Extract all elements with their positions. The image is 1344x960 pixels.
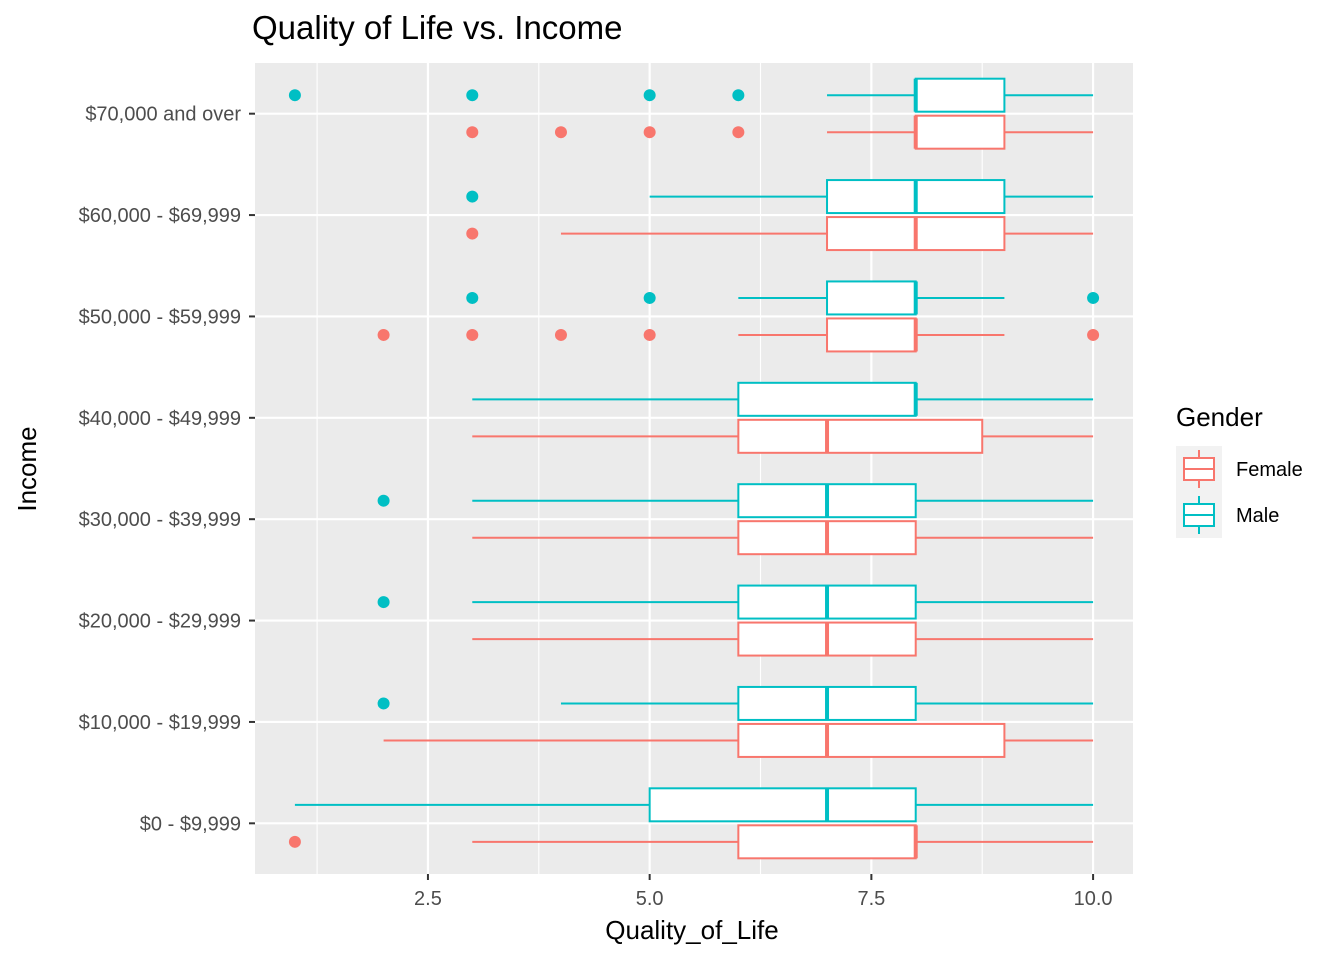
x-axis-title: Quality_of_Life bbox=[605, 915, 778, 945]
box-iqr bbox=[826, 280, 917, 316]
x-tick-label: 7.5 bbox=[857, 888, 885, 910]
y-axis-title: Income bbox=[12, 426, 42, 511]
outlier-point bbox=[377, 328, 390, 341]
outlier-point bbox=[466, 190, 479, 203]
y-axis: $0 - $9,999 $10,000 - $19,999 $20,000 - $2… bbox=[79, 104, 255, 835]
outlier-point bbox=[288, 89, 301, 102]
y-tick-label: $70,000 and over bbox=[85, 104, 241, 126]
legend-label-male: Male bbox=[1236, 505, 1279, 527]
outlier-point bbox=[732, 126, 745, 139]
outlier-point bbox=[732, 89, 745, 102]
box-male bbox=[466, 179, 1094, 215]
box-iqr bbox=[914, 114, 1006, 150]
y-tick-label: $60,000 - $69,999 bbox=[79, 205, 241, 227]
outlier-point bbox=[466, 291, 479, 304]
x-tick-label: 5.0 bbox=[636, 888, 664, 910]
x-tick-label: 10.0 bbox=[1074, 888, 1113, 910]
box-iqr bbox=[737, 824, 917, 860]
outlier-point bbox=[377, 596, 390, 609]
box-female bbox=[472, 520, 1094, 556]
box-iqr bbox=[826, 317, 917, 353]
outlier-point bbox=[466, 227, 479, 240]
y-tick-label: $0 - $9,999 bbox=[140, 813, 241, 835]
box-series bbox=[288, 77, 1100, 860]
chart-title: Quality of Life vs. Income bbox=[252, 9, 623, 46]
box-male bbox=[377, 584, 1094, 620]
y-tick-label: $40,000 - $49,999 bbox=[79, 408, 241, 430]
x-axis: 2.5 5.0 7.5 10.0 bbox=[414, 874, 1113, 910]
legend: Gender Female Male bbox=[1176, 402, 1303, 538]
box-male bbox=[294, 787, 1094, 823]
outlier-point bbox=[643, 89, 656, 102]
box-female bbox=[466, 216, 1094, 252]
outlier-point bbox=[643, 291, 656, 304]
legend-label-female: Female bbox=[1236, 459, 1303, 481]
legend-title: Gender bbox=[1176, 402, 1263, 432]
x-tick-label: 2.5 bbox=[414, 888, 442, 910]
box-male bbox=[377, 685, 1094, 721]
outlier-point bbox=[1087, 291, 1100, 304]
y-tick-label: $50,000 - $59,999 bbox=[79, 306, 241, 328]
outlier-point bbox=[643, 328, 656, 341]
outlier-point bbox=[288, 835, 301, 848]
outlier-point bbox=[466, 89, 479, 102]
y-tick-label: $10,000 - $19,999 bbox=[79, 712, 241, 734]
outlier-point bbox=[466, 126, 479, 139]
outlier-point bbox=[554, 126, 567, 139]
box-male bbox=[466, 280, 1100, 316]
box-male bbox=[377, 483, 1094, 519]
outlier-point bbox=[643, 126, 656, 139]
box-female bbox=[383, 722, 1094, 758]
box-iqr bbox=[648, 787, 917, 823]
box-male bbox=[288, 77, 1094, 113]
outlier-point bbox=[554, 328, 567, 341]
grid-lines bbox=[255, 63, 1133, 874]
box-iqr bbox=[737, 381, 917, 417]
box-female bbox=[288, 824, 1094, 860]
outlier-point bbox=[377, 697, 390, 710]
box-female bbox=[377, 317, 1100, 353]
box-female bbox=[466, 114, 1094, 150]
box-iqr bbox=[737, 418, 984, 454]
outlier-point bbox=[466, 328, 479, 341]
box-iqr bbox=[914, 77, 1006, 113]
box-iqr bbox=[737, 722, 1006, 758]
box-male bbox=[472, 381, 1094, 417]
y-tick-label: $20,000 - $29,999 bbox=[79, 611, 241, 633]
outlier-point bbox=[1087, 328, 1100, 341]
box-female bbox=[472, 621, 1094, 657]
y-tick-label: $30,000 - $39,999 bbox=[79, 509, 241, 531]
box-female bbox=[472, 418, 1094, 454]
outlier-point bbox=[377, 494, 390, 507]
